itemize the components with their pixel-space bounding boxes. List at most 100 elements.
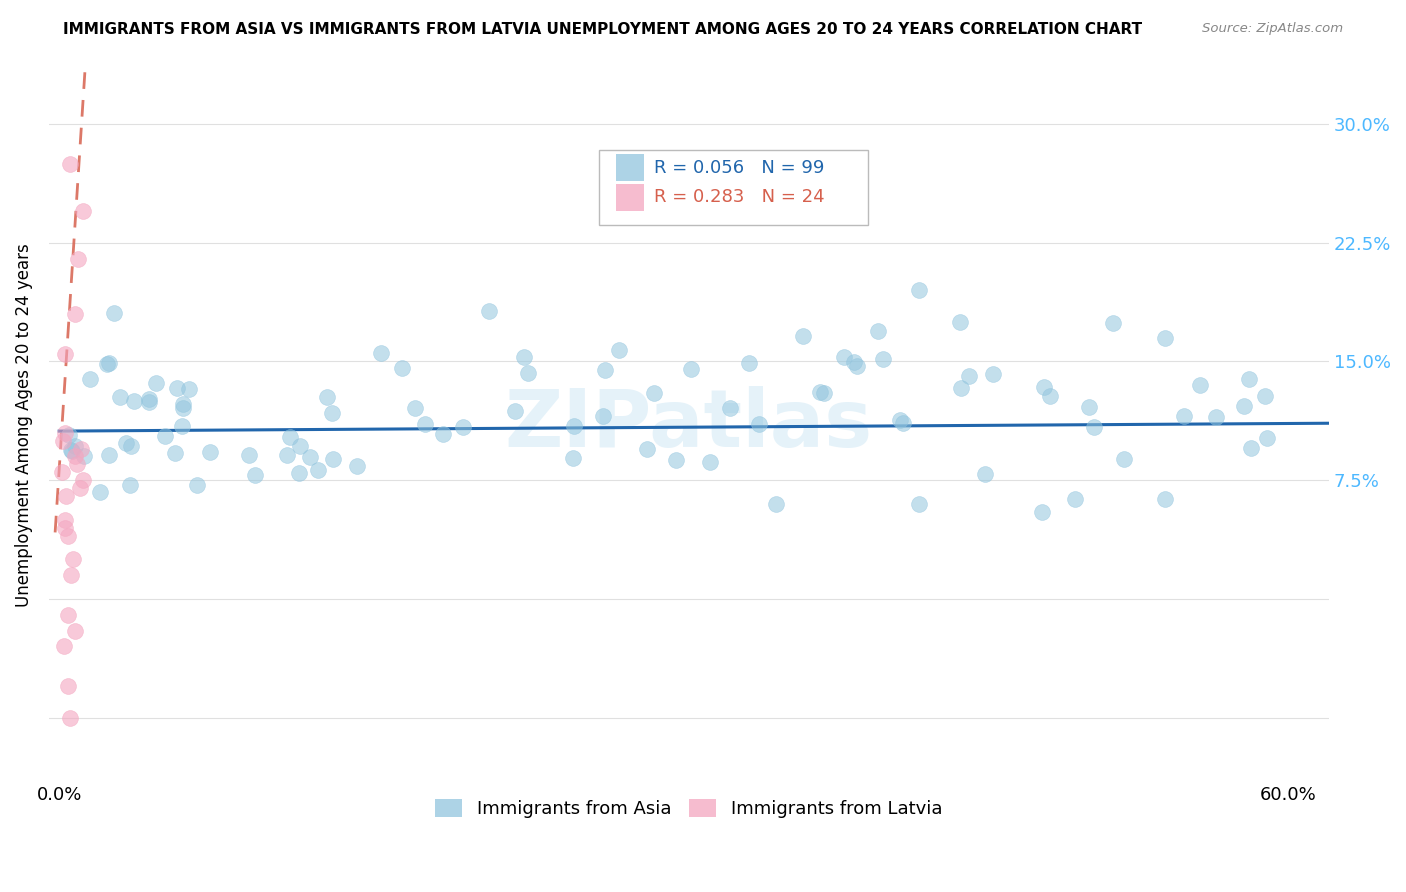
Text: R = 0.283   N = 24: R = 0.283 N = 24 bbox=[654, 188, 825, 206]
Point bbox=[842, 355, 865, 369]
Point bbox=[166, 381, 188, 395]
Point bbox=[177, 383, 200, 397]
Point bbox=[103, 306, 125, 320]
Point bbox=[845, 359, 868, 373]
Point bbox=[288, 466, 311, 480]
Point bbox=[718, 401, 741, 415]
Point bbox=[517, 367, 540, 381]
Point bbox=[1083, 420, 1105, 434]
Text: ZIPatlas: ZIPatlas bbox=[505, 385, 873, 464]
Point bbox=[1033, 379, 1056, 393]
Point bbox=[56, 528, 79, 542]
FancyBboxPatch shape bbox=[616, 184, 644, 211]
Point bbox=[908, 283, 931, 297]
Point bbox=[186, 478, 208, 492]
Point bbox=[562, 419, 585, 434]
Point bbox=[97, 356, 120, 370]
Point bbox=[59, 568, 82, 582]
Point bbox=[1253, 389, 1275, 403]
Point bbox=[665, 452, 688, 467]
Point bbox=[56, 607, 79, 622]
Point bbox=[58, 711, 80, 725]
Point bbox=[51, 465, 73, 479]
Point bbox=[866, 324, 889, 338]
Point bbox=[1240, 442, 1263, 456]
Point bbox=[370, 345, 392, 359]
Point bbox=[62, 552, 84, 566]
Point bbox=[1154, 492, 1177, 507]
Point bbox=[478, 304, 501, 318]
Point bbox=[115, 436, 138, 450]
Point bbox=[973, 467, 995, 481]
Point bbox=[643, 386, 665, 401]
Point bbox=[1173, 409, 1195, 424]
Point bbox=[513, 350, 536, 364]
Point bbox=[1102, 316, 1125, 330]
Point bbox=[72, 204, 94, 219]
Point bbox=[950, 381, 973, 395]
Point bbox=[699, 455, 721, 469]
Point bbox=[59, 442, 82, 457]
Point bbox=[1256, 431, 1278, 445]
Point bbox=[120, 439, 142, 453]
Point bbox=[55, 489, 77, 503]
Point bbox=[172, 397, 194, 411]
Point bbox=[813, 385, 835, 400]
Point bbox=[58, 428, 80, 442]
Point bbox=[60, 443, 83, 458]
Point bbox=[1031, 505, 1053, 519]
Point bbox=[592, 409, 614, 424]
Point bbox=[636, 442, 658, 456]
Point bbox=[748, 417, 770, 431]
Point bbox=[53, 640, 76, 654]
Point bbox=[65, 439, 87, 453]
Point bbox=[69, 442, 91, 456]
Point bbox=[172, 401, 194, 415]
Text: Source: ZipAtlas.com: Source: ZipAtlas.com bbox=[1202, 22, 1343, 36]
Point bbox=[55, 521, 77, 535]
Legend: Immigrants from Asia, Immigrants from Latvia: Immigrants from Asia, Immigrants from La… bbox=[427, 791, 949, 825]
Point bbox=[145, 376, 167, 391]
Point bbox=[593, 362, 616, 376]
Point bbox=[679, 362, 702, 376]
FancyBboxPatch shape bbox=[599, 151, 868, 226]
Point bbox=[138, 392, 160, 406]
Point bbox=[66, 252, 89, 266]
Point bbox=[298, 450, 321, 464]
Text: IMMIGRANTS FROM ASIA VS IMMIGRANTS FROM LATVIA UNEMPLOYMENT AMONG AGES 20 TO 24 : IMMIGRANTS FROM ASIA VS IMMIGRANTS FROM … bbox=[63, 22, 1143, 37]
Point bbox=[562, 450, 585, 465]
Point bbox=[108, 390, 131, 404]
Point bbox=[1064, 492, 1087, 507]
Point bbox=[432, 427, 454, 442]
Point bbox=[1237, 372, 1260, 386]
Point bbox=[63, 307, 86, 321]
Point bbox=[1039, 388, 1062, 402]
FancyBboxPatch shape bbox=[616, 154, 644, 181]
Point bbox=[765, 497, 787, 511]
Point bbox=[503, 403, 526, 417]
Point bbox=[153, 429, 176, 443]
Point bbox=[949, 315, 972, 329]
Point bbox=[307, 463, 329, 477]
Y-axis label: Unemployment Among Ages 20 to 24 years: Unemployment Among Ages 20 to 24 years bbox=[15, 243, 32, 607]
Point bbox=[63, 624, 86, 638]
Point bbox=[607, 343, 630, 357]
Point bbox=[891, 416, 914, 430]
Point bbox=[72, 473, 94, 487]
Point bbox=[288, 439, 311, 453]
Point bbox=[1078, 400, 1101, 414]
Text: R = 0.056   N = 99: R = 0.056 N = 99 bbox=[654, 160, 825, 178]
Point bbox=[138, 395, 160, 409]
Point bbox=[53, 425, 76, 440]
Point bbox=[63, 450, 86, 464]
Point bbox=[69, 481, 91, 495]
Point bbox=[321, 406, 343, 420]
Point bbox=[983, 367, 1005, 381]
Point bbox=[1114, 451, 1136, 466]
Point bbox=[124, 393, 146, 408]
Point bbox=[238, 448, 260, 462]
Point bbox=[738, 355, 761, 369]
Point bbox=[834, 351, 856, 365]
Point bbox=[346, 459, 368, 474]
Point bbox=[73, 449, 96, 463]
